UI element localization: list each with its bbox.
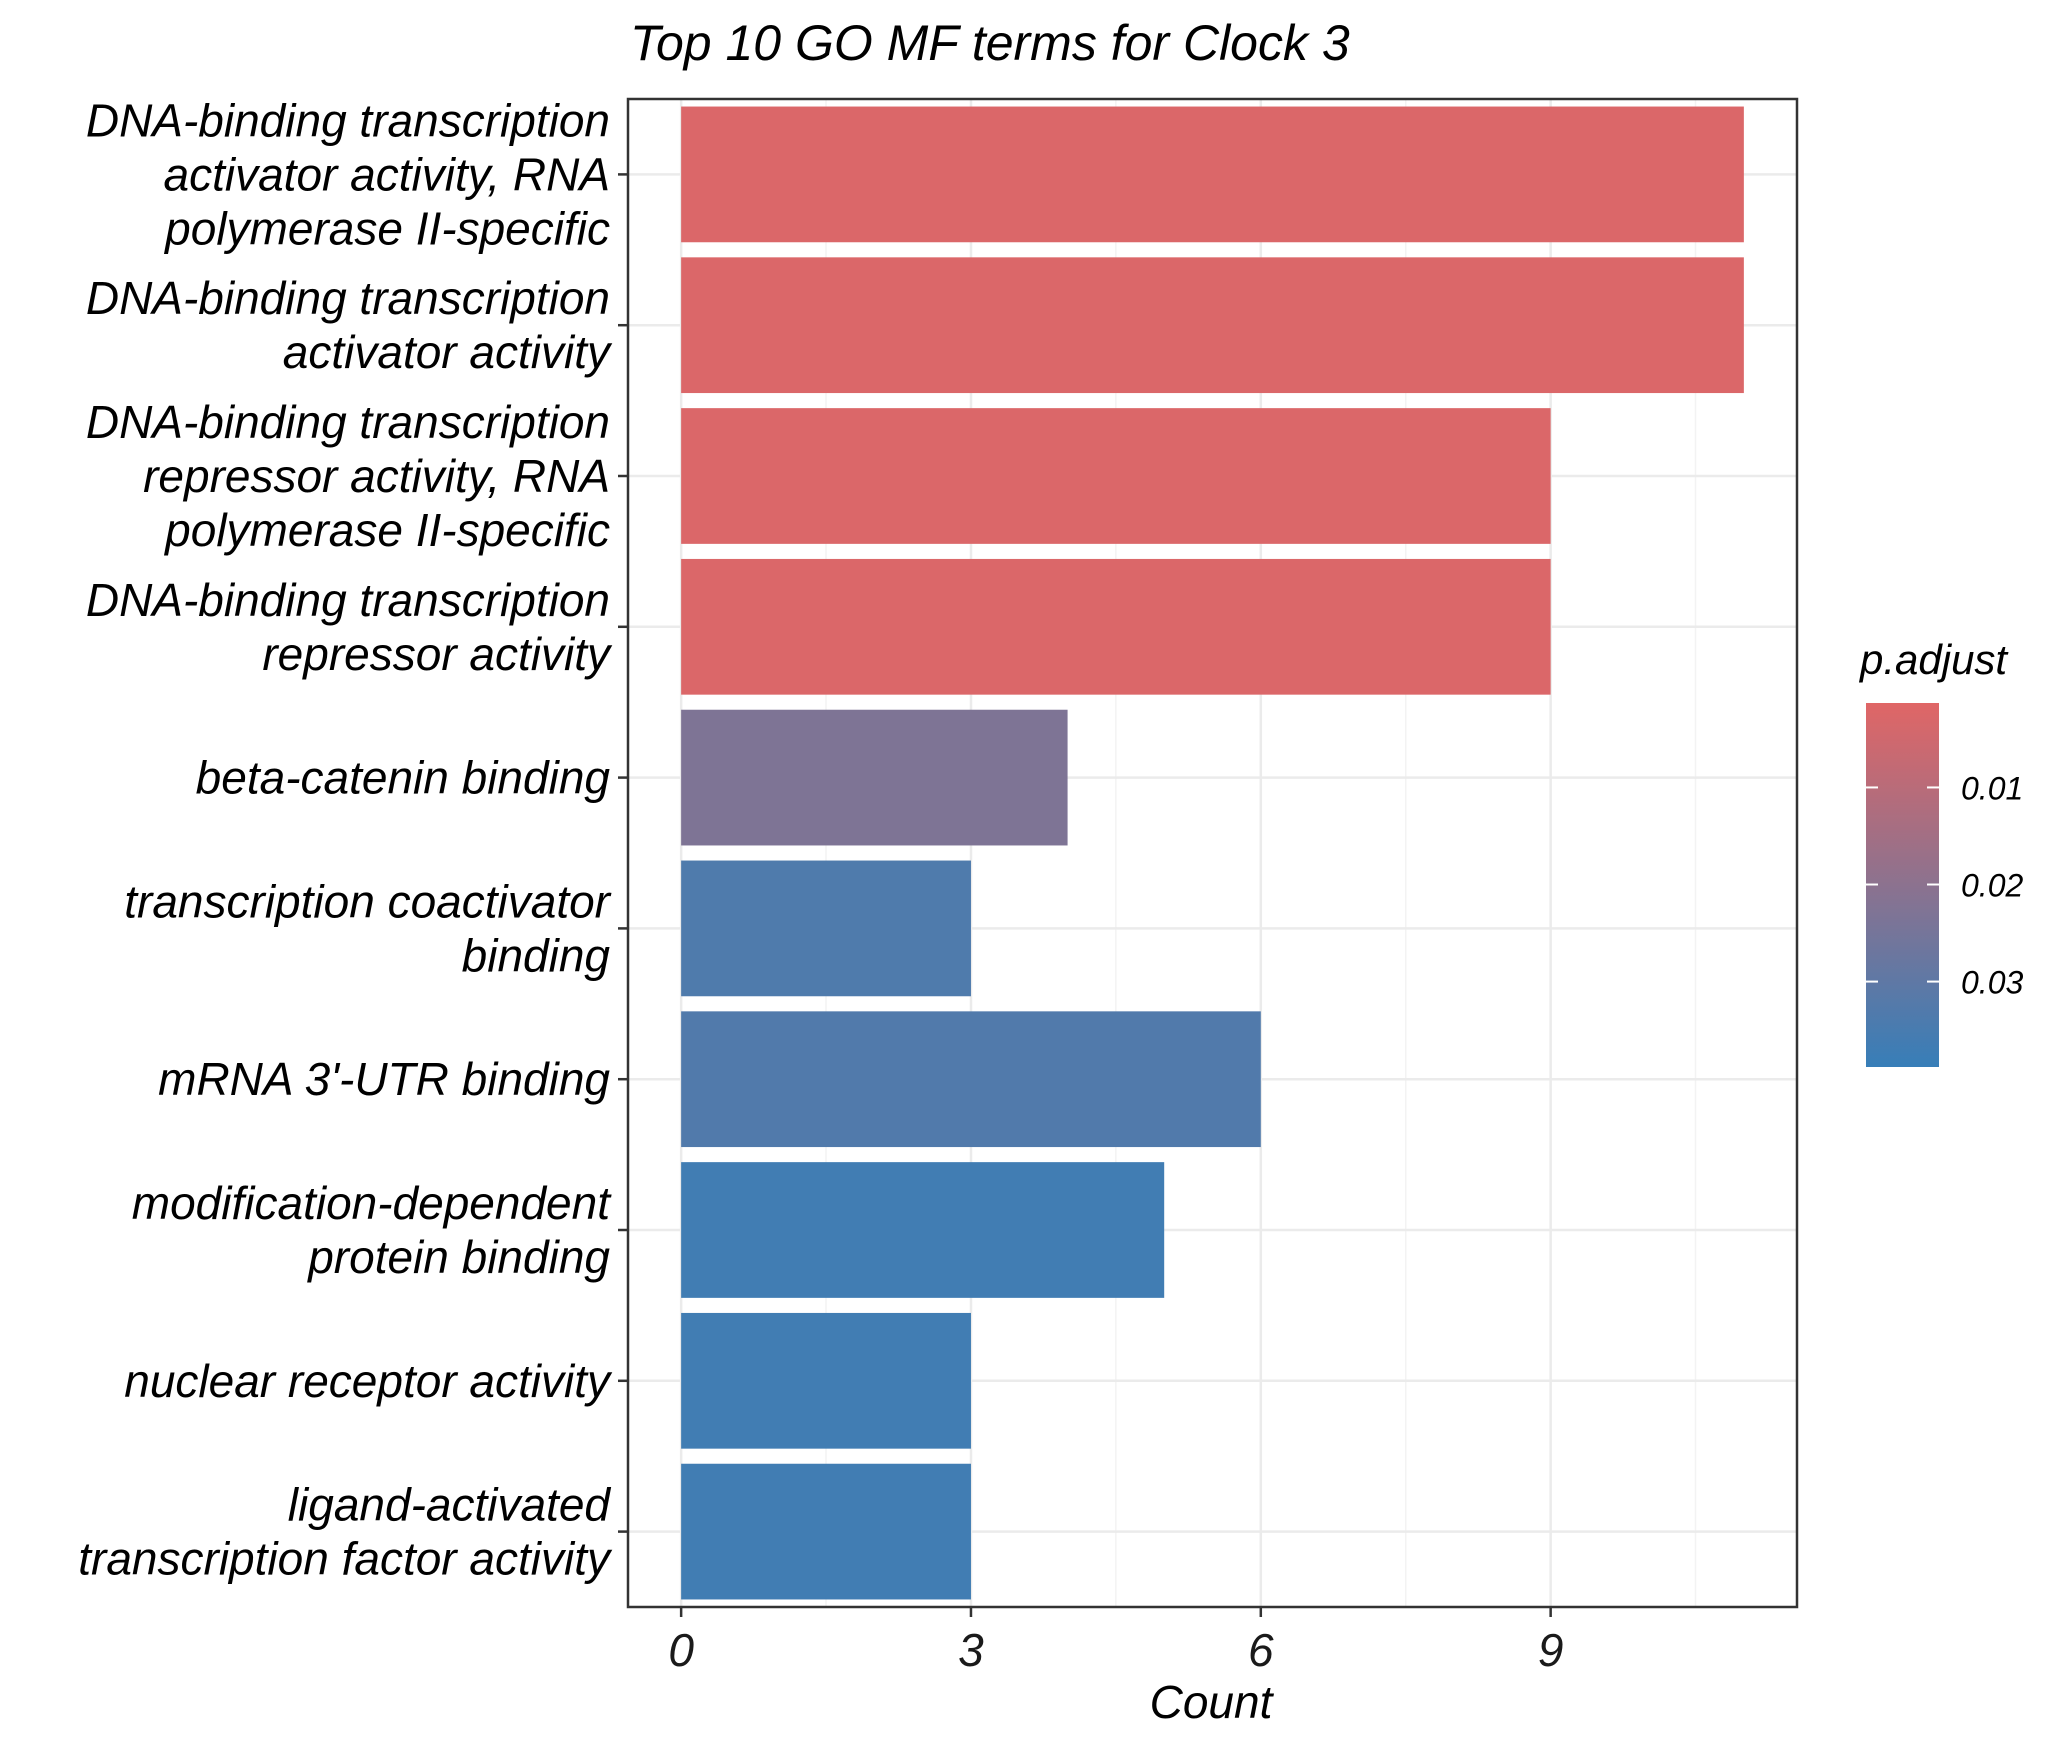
x-axis: 0 3 6 9	[668, 1607, 1563, 1676]
y-tick-label-line: DNA-binding transcription	[86, 272, 610, 324]
y-tick-label: beta-catenin binding	[196, 752, 611, 804]
y-tick-label-line: polymerase II-specific	[163, 202, 610, 254]
y-tick-label-line: ligand-activated	[288, 1479, 612, 1531]
bar	[681, 1162, 1165, 1298]
plot-panel-border	[626, 97, 1799, 1609]
bar	[681, 257, 1744, 394]
y-tick-label-line: transcription coactivator	[124, 875, 611, 927]
bars	[681, 106, 1744, 1600]
y-tick-label-line: DNA-binding transcription	[86, 94, 610, 146]
y-tick-label: transcription coactivator binding	[124, 875, 611, 981]
bar	[681, 106, 1744, 243]
y-tick-label-line: nuclear receptor activity	[124, 1355, 613, 1407]
legend-title: p.adjust	[1858, 636, 2009, 683]
y-axis: DNA-binding transcription activator activ…	[78, 94, 628, 1585]
legend-colorbar	[1866, 703, 1939, 1067]
y-tick-label-line: beta-catenin binding	[196, 752, 611, 804]
y-tick-label: DNA-binding transcription repressor activ…	[86, 396, 610, 556]
bar	[681, 709, 1068, 846]
y-tick-label: DNA-binding transcription repressor activ…	[86, 574, 613, 680]
legend-tick-label: 0.02	[1961, 868, 2023, 904]
y-tick-label-line: repressor activity, RNA	[143, 450, 610, 502]
y-tick-label: DNA-binding transcription activator activ…	[86, 94, 610, 254]
y-tick-label-line: modification-dependent	[132, 1177, 612, 1229]
x-tick-label: 0	[668, 1624, 694, 1676]
y-tick-label-line: polymerase II-specific	[163, 504, 610, 556]
y-tick-label-line: DNA-binding transcription	[86, 574, 610, 626]
y-tick-label-line: mRNA 3'-UTR binding	[158, 1053, 610, 1105]
y-tick-label: ligand-activated transcription factor act…	[78, 1479, 613, 1585]
y-tick-label-line: activator activity	[283, 326, 613, 378]
legend: p.adjust 0.01 0.02 0.03	[1858, 636, 2023, 1067]
x-tick-label: 9	[1538, 1624, 1564, 1676]
legend-tick-label: 0.03	[1961, 965, 2023, 1001]
y-tick-label: DNA-binding transcription activator activ…	[86, 272, 613, 378]
bar	[681, 1312, 971, 1449]
y-tick-label: mRNA 3'-UTR binding	[158, 1053, 610, 1105]
y-tick-label-line: binding	[462, 929, 611, 981]
x-tick-label: 3	[958, 1624, 984, 1676]
y-tick-label-line: transcription factor activity	[78, 1533, 613, 1585]
x-axis-label: Count	[1150, 1676, 1275, 1728]
bar	[681, 1463, 971, 1600]
bar	[681, 860, 971, 997]
y-tick-label: nuclear receptor activity	[124, 1355, 613, 1407]
y-tick-label: modification-dependent protein binding	[132, 1177, 612, 1283]
y-tick-label-line: repressor activity	[262, 628, 613, 680]
x-tick-label: 6	[1248, 1624, 1274, 1676]
bar	[681, 558, 1551, 695]
y-tick-label-line: protein binding	[306, 1231, 610, 1283]
bar	[681, 408, 1551, 544]
y-tick-label-line: activator activity, RNA	[164, 148, 610, 200]
legend-tick-label: 0.01	[1961, 770, 2023, 806]
chart-title: Top 10 GO MF terms for Clock 3	[630, 15, 1350, 71]
y-tick-label-line: DNA-binding transcription	[86, 396, 610, 448]
bar	[681, 1011, 1261, 1148]
